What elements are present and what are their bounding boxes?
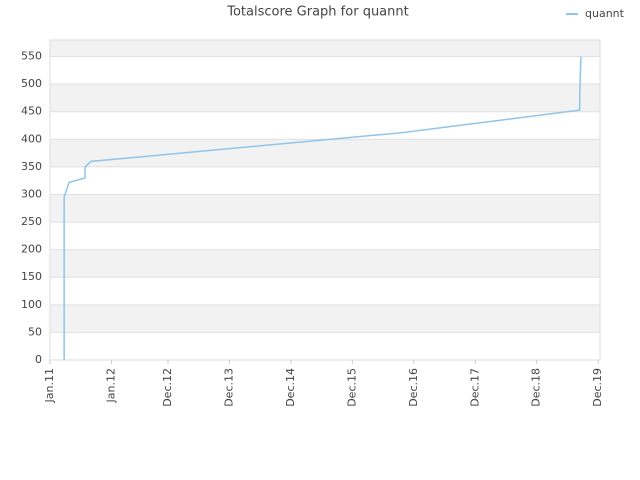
- y-tick-label: 350: [21, 160, 42, 173]
- grid-band: [50, 304, 600, 333]
- x-tick-label: Dec.19: [591, 368, 604, 407]
- y-tick-label: 50: [28, 325, 42, 338]
- line: [63, 56, 582, 360]
- x-tick-label: Dec.13: [222, 368, 235, 407]
- y-tick-label: 300: [21, 187, 42, 200]
- x-tick-label: Dec.17: [468, 368, 481, 407]
- y-tick-label: 250: [21, 215, 42, 228]
- x-tick-label: Jan.12: [104, 368, 117, 403]
- grid-band: [50, 139, 600, 167]
- grid-band: [50, 84, 600, 112]
- y-tick-label: 450: [21, 105, 42, 118]
- legend-label: quannt: [585, 7, 625, 20]
- x-tick-label: Dec.12: [161, 368, 174, 407]
- y-tick-label: 400: [21, 132, 42, 145]
- plot-border: [49, 39, 601, 361]
- x-tick-label: Dec.18: [530, 368, 543, 407]
- y-tick-label: 550: [21, 50, 42, 63]
- x-tick-label: Dec.15: [345, 368, 358, 407]
- grid-band: [50, 249, 600, 278]
- y-tick-label: 200: [21, 243, 42, 256]
- x-tick-label: Jan.11: [43, 368, 56, 403]
- chart-title: Totalscore Graph for quannt: [226, 5, 408, 20]
- y-tick-label: 0: [35, 353, 42, 366]
- y-tick-label: 500: [21, 77, 42, 90]
- y-tick-label: 150: [21, 270, 42, 283]
- x-tick-label: Dec.14: [284, 368, 297, 407]
- y-tick-label: 100: [21, 298, 42, 311]
- x-tick-label: Dec.16: [407, 368, 420, 407]
- grid-band: [50, 194, 600, 223]
- grid-band: [50, 40, 600, 57]
